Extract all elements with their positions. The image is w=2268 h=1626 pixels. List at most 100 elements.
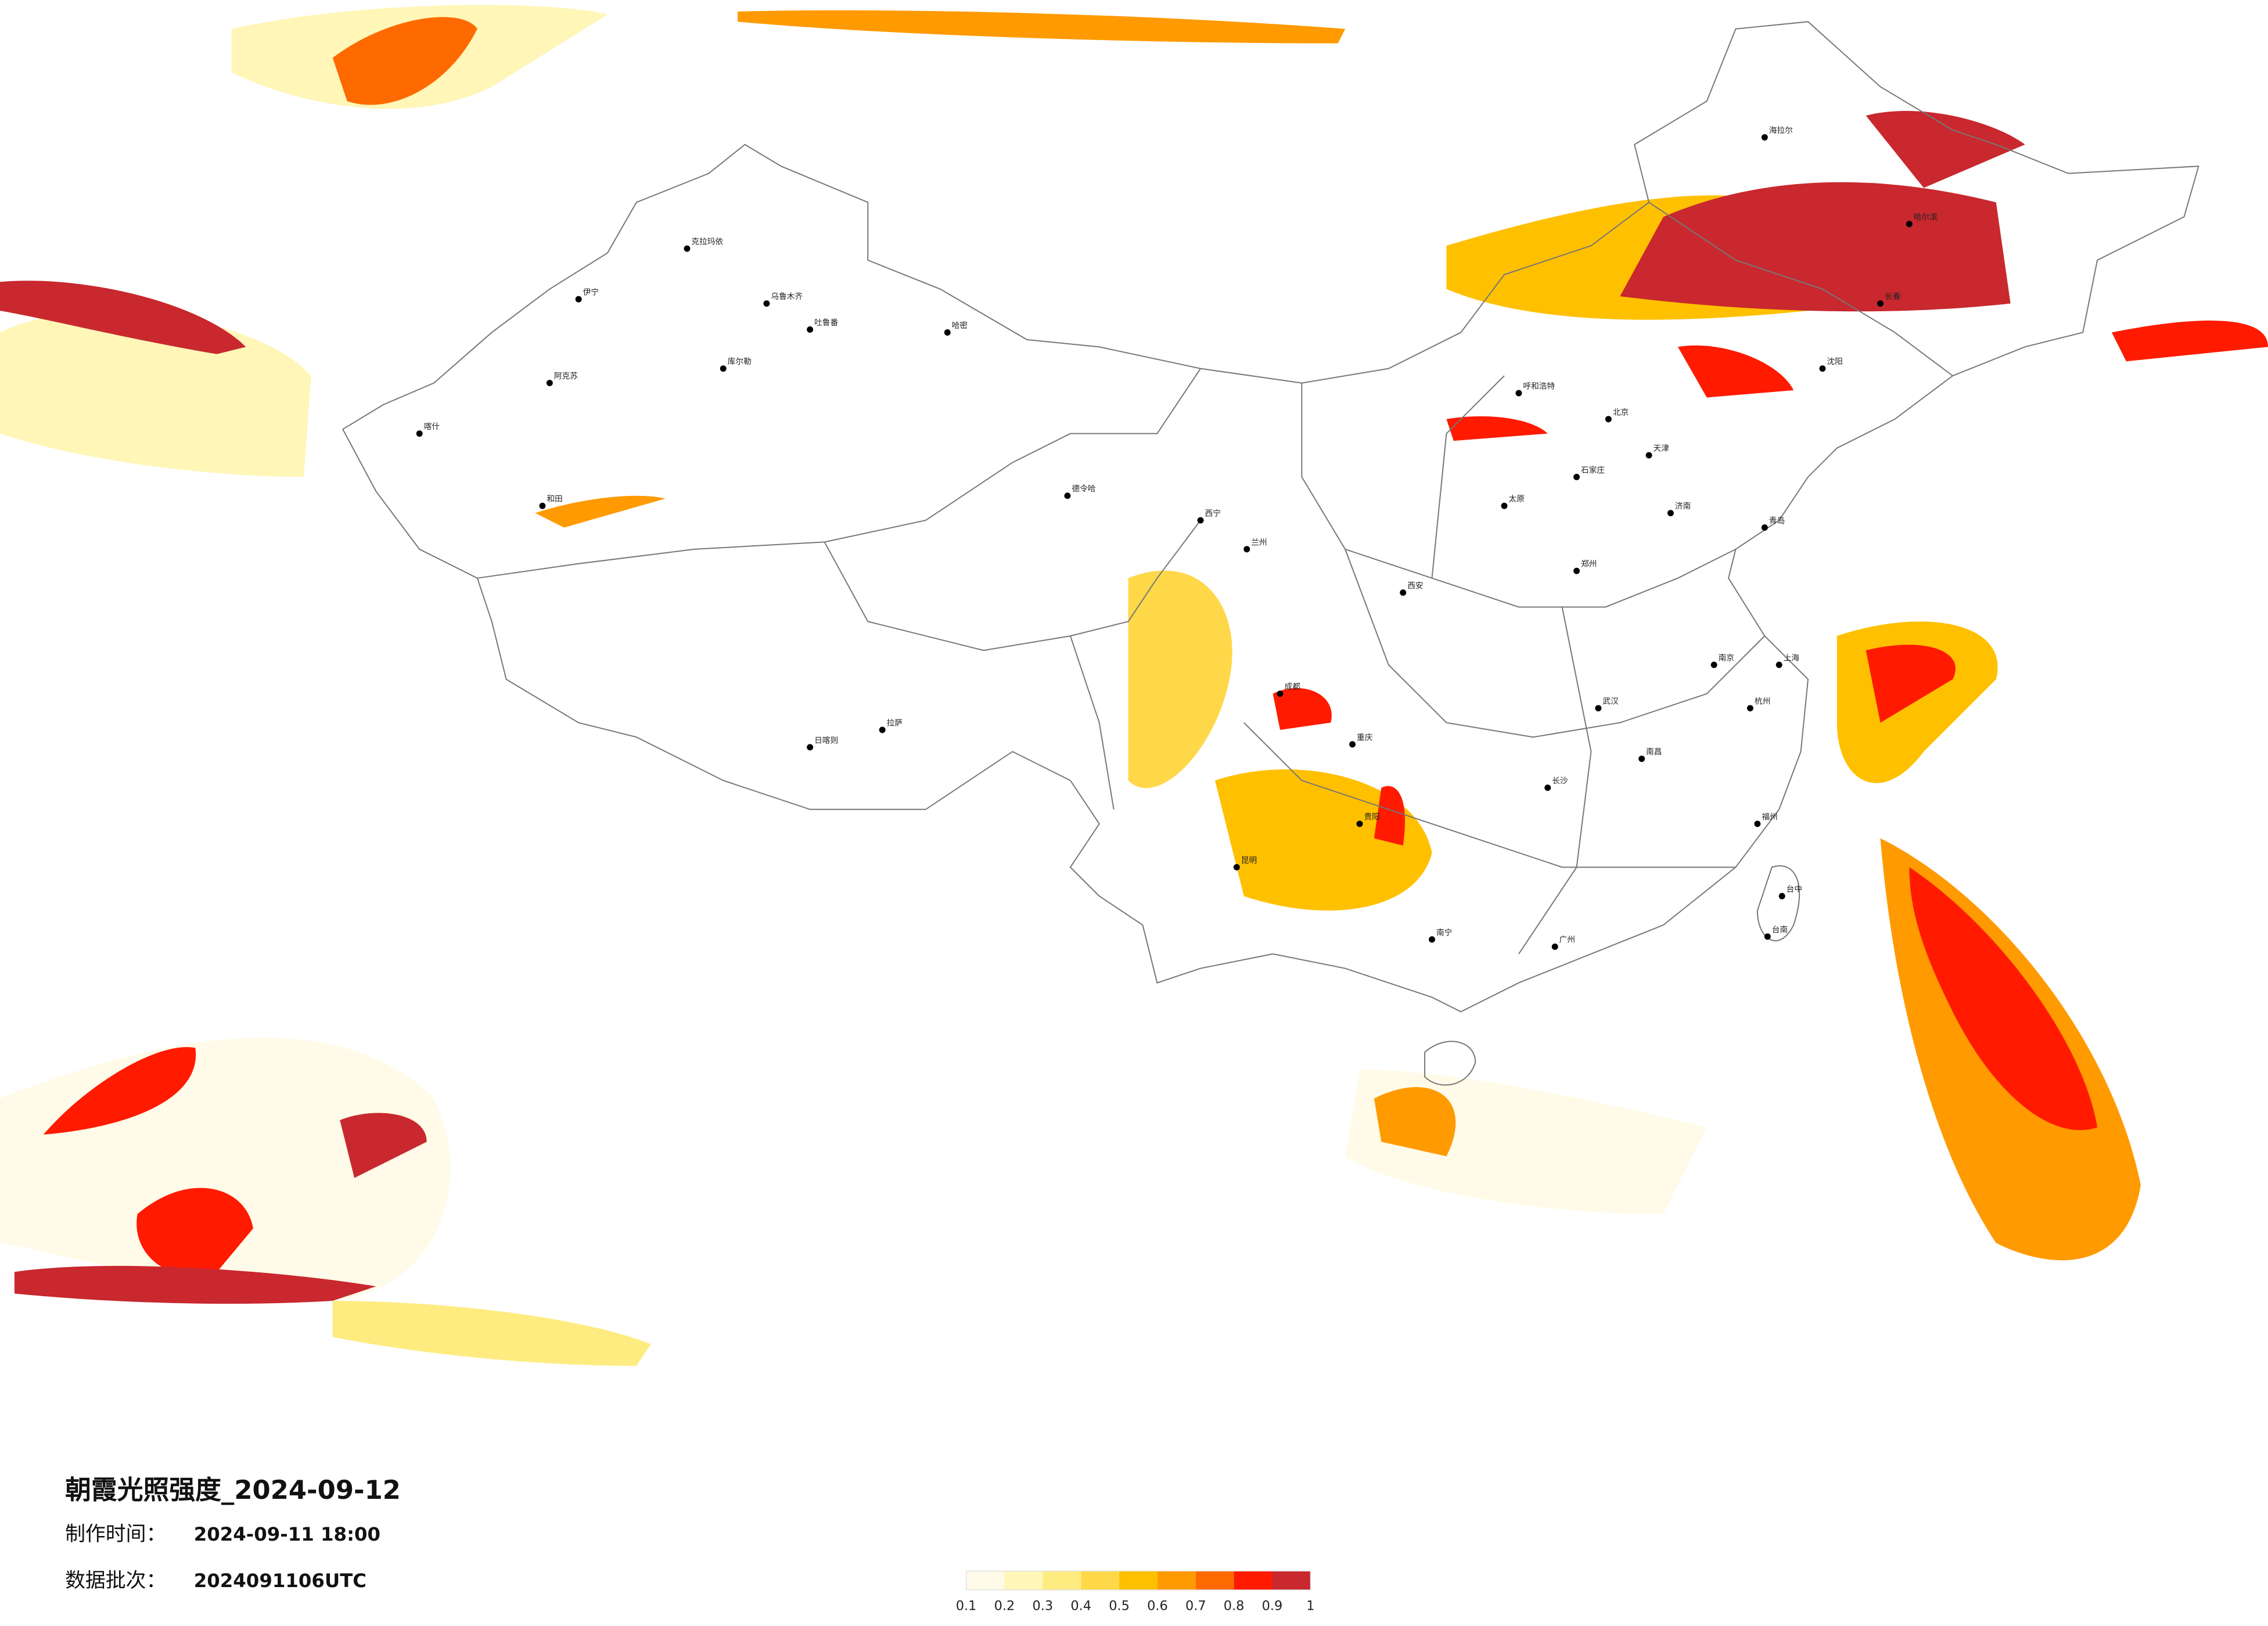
city-dot — [1573, 567, 1580, 574]
city-dot — [1243, 546, 1250, 553]
city-dot — [1638, 756, 1645, 762]
city-dot — [1544, 784, 1551, 791]
city-label: 天津 — [1654, 444, 1670, 454]
island — [1756, 865, 1800, 942]
legend-swatch — [1195, 1571, 1234, 1590]
city-dot — [720, 365, 727, 372]
city-label: 乌鲁木齐 — [771, 292, 803, 301]
made-time: 2024-09-11 18:00 — [194, 1523, 380, 1545]
city-label: 台南 — [1772, 925, 1788, 934]
city-dot — [879, 726, 886, 733]
heat-area — [0, 280, 246, 354]
city-label: 石家庄 — [1581, 465, 1605, 475]
legend-swatch — [1004, 1571, 1043, 1590]
city-label: 贵阳 — [1364, 812, 1379, 822]
heat-area — [43, 1047, 196, 1135]
city-dot — [1710, 661, 1717, 668]
legend-label: 0.3 — [1033, 1599, 1054, 1614]
city-dot — [1764, 933, 1771, 940]
city-label: 武汉 — [1602, 697, 1619, 706]
city-label: 海拉尔 — [1769, 126, 1793, 135]
heat-area — [340, 1113, 427, 1178]
province-line — [1518, 607, 1592, 955]
province-line — [1345, 549, 1766, 738]
city-label: 和田 — [547, 495, 562, 504]
legend-label: 0.1 — [956, 1599, 977, 1614]
city-dot — [684, 245, 691, 252]
city-dot — [1064, 492, 1071, 499]
province-line — [477, 368, 1201, 579]
legend-label: 0.7 — [1185, 1599, 1206, 1614]
city-label: 西安 — [1407, 581, 1423, 591]
city-label: 昆明 — [1241, 856, 1257, 865]
heat-layer — [0, 5, 2268, 1366]
city-dot — [807, 326, 814, 333]
city-label: 哈尔滨 — [1914, 213, 1938, 222]
city-dot — [1645, 452, 1652, 459]
city-dot — [1400, 589, 1407, 596]
city-dot — [1746, 705, 1753, 712]
heat-area — [1128, 570, 1232, 789]
city-dot — [1551, 943, 1558, 950]
city-dot — [575, 296, 582, 303]
heat-area — [2112, 321, 2268, 362]
city-label: 广州 — [1559, 936, 1575, 945]
city-label: 重庆 — [1357, 733, 1373, 742]
province-line — [1243, 722, 1736, 868]
legend-swatch — [1234, 1571, 1273, 1590]
city-dot — [763, 300, 770, 307]
city-label: 青岛 — [1769, 516, 1785, 526]
country-outline — [342, 21, 2199, 1086]
province-line — [1069, 635, 1115, 810]
city-dot — [1595, 705, 1602, 712]
city-label: 拉萨 — [887, 718, 903, 728]
city-label: 福州 — [1762, 812, 1777, 822]
city-dot — [1233, 864, 1240, 870]
city-label: 北京 — [1613, 408, 1629, 417]
city-dot — [546, 380, 553, 387]
city-dot — [1501, 502, 1508, 509]
city-dot — [1573, 473, 1580, 480]
heat-area — [1866, 111, 2025, 188]
city-label: 成都 — [1285, 682, 1301, 692]
legend-swatch — [1119, 1571, 1158, 1590]
city-dot — [1515, 390, 1522, 397]
city-dot — [1761, 524, 1768, 531]
city-dot — [1197, 517, 1204, 524]
heat-area — [332, 1301, 651, 1366]
province-line — [1648, 202, 1953, 376]
heat-area — [1909, 867, 2098, 1131]
legend: 0.1 0.2 0.3 0.4 0.5 0.6 0.7 0.8 0.9 1 — [956, 1570, 1314, 1614]
city-label: 库尔勒 — [728, 357, 752, 366]
legend-swatch — [1157, 1571, 1196, 1590]
city-label: 哈密 — [952, 321, 968, 330]
heat-area — [1620, 182, 2011, 312]
batch-label: 数据批次： — [65, 1569, 166, 1592]
legend-swatch — [1081, 1571, 1120, 1590]
legend-label: 1 — [1306, 1599, 1314, 1614]
city-label: 德令哈 — [1072, 484, 1095, 494]
city-label: 太原 — [1509, 495, 1525, 504]
city-dot — [539, 502, 546, 509]
city-dot — [1667, 510, 1674, 517]
city-label: 南昌 — [1646, 747, 1662, 757]
city-label: 阿克苏 — [554, 372, 578, 381]
city-label: 吐鲁番 — [814, 318, 838, 328]
heat-area — [332, 17, 477, 105]
legend-label: 0.9 — [1262, 1599, 1283, 1614]
city-label: 克拉玛依 — [691, 238, 723, 247]
city-dot — [416, 430, 423, 437]
legend-swatch — [1272, 1571, 1311, 1590]
city-label: 南宁 — [1436, 927, 1452, 937]
city-dot — [1277, 690, 1284, 697]
province-line — [1431, 375, 1505, 578]
map-title: 朝霞光照强度_2024-09-12 — [65, 1474, 401, 1505]
border — [342, 21, 2199, 1013]
city-label: 沈阳 — [1827, 357, 1842, 366]
city-label: 南京 — [1719, 653, 1734, 663]
city-label: 台中 — [1787, 885, 1802, 894]
legend-label: 0.4 — [1070, 1599, 1091, 1614]
